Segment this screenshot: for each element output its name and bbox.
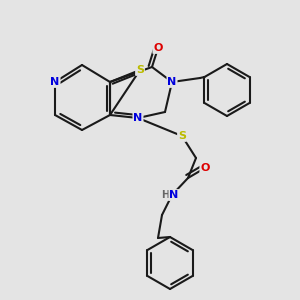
Text: O: O bbox=[153, 43, 163, 53]
Text: N: N bbox=[134, 113, 142, 123]
Text: S: S bbox=[136, 65, 144, 75]
Text: N: N bbox=[50, 77, 60, 87]
Text: N: N bbox=[167, 77, 177, 87]
Text: N: N bbox=[169, 190, 178, 200]
Text: S: S bbox=[178, 131, 186, 141]
Text: O: O bbox=[200, 163, 210, 173]
Text: H: H bbox=[161, 190, 169, 200]
